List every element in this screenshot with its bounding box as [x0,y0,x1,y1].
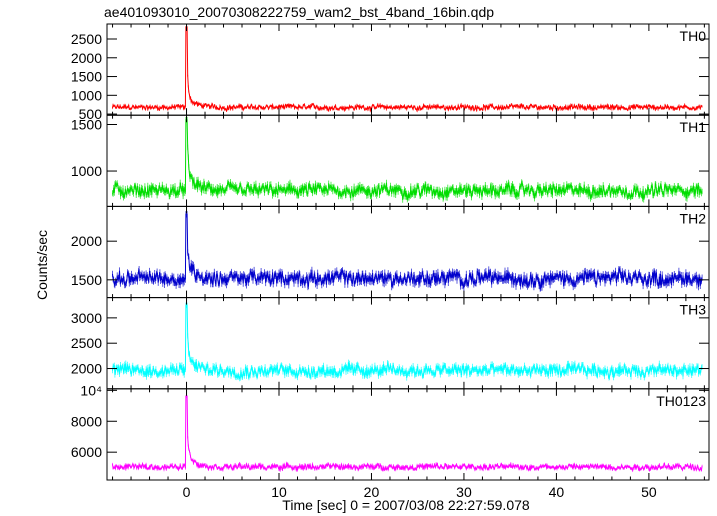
th3-series-line [112,304,703,380]
y-tick-label: 2500 [71,31,102,47]
panel-th3: 2000 2500 3000 TH3 [71,297,710,390]
panels-group: 500 1000 1500 2000 2500 TH0 1000 1500 TH1 1500 200… [71,23,710,481]
panel-frame [106,23,710,116]
y-tick-label: 1500 [71,69,102,85]
th0-error-bars [112,26,703,113]
series-label-th1: TH1 [680,119,707,135]
panel-th0123: 6000 8000 10⁴ TH0123 [71,382,710,481]
y-tick-label: 1500 [71,272,102,288]
series-label-th0: TH0 [680,28,707,44]
y-tick-label: 2000 [71,233,102,249]
x-axis-label: Time [sec] 0 = 2007/03/08 22:27:59.078 [282,497,530,513]
th2-series-line [112,213,703,291]
panel-frame [106,205,710,299]
y-tick-label: 3000 [71,310,102,326]
y-tick-label: 2000 [71,361,102,377]
x-tick-label: 20 [364,484,380,500]
th0123-error-bars [112,395,703,472]
th0123-series-line [112,396,703,473]
y-tick-label: 6000 [71,444,102,460]
y-tick-label: 500 [79,106,103,122]
y-tick-label: 1000 [71,163,102,179]
x-tick-label: 30 [456,484,472,500]
y-tick-label: 8000 [71,413,102,429]
y-tick-label: 1500 [71,117,102,133]
x-axis: 0 10 20 30 40 50 [183,484,657,500]
series-label-th3: TH3 [680,302,707,318]
panel-th2: 1500 2000 TH2 [71,205,710,299]
x-tick-label: 0 [183,484,191,500]
th1-series-line [112,119,703,201]
y-axis-label: Counts/sec [34,230,50,300]
x-tick-label: 10 [271,484,287,500]
panel-th1: 1000 1500 TH1 [71,114,710,207]
series-label-th2: TH2 [680,210,707,226]
x-tick-label: 40 [549,484,565,500]
th3-error-bars [112,302,703,382]
y-tick-label: 2500 [71,335,102,351]
series-label-th0123: TH0123 [656,393,706,409]
y-tick-label: 1000 [71,87,102,103]
figure-title: ae401093010_20070308222759_wam2_bst_4ban… [104,4,494,20]
y-tick-label: 10⁴ [80,382,102,398]
panel-th0: 500 1000 1500 2000 2500 TH0 [71,23,710,122]
th0-series-line [112,26,703,113]
x-tick-label: 50 [641,484,657,500]
y-tick-label: 2000 [71,50,102,66]
